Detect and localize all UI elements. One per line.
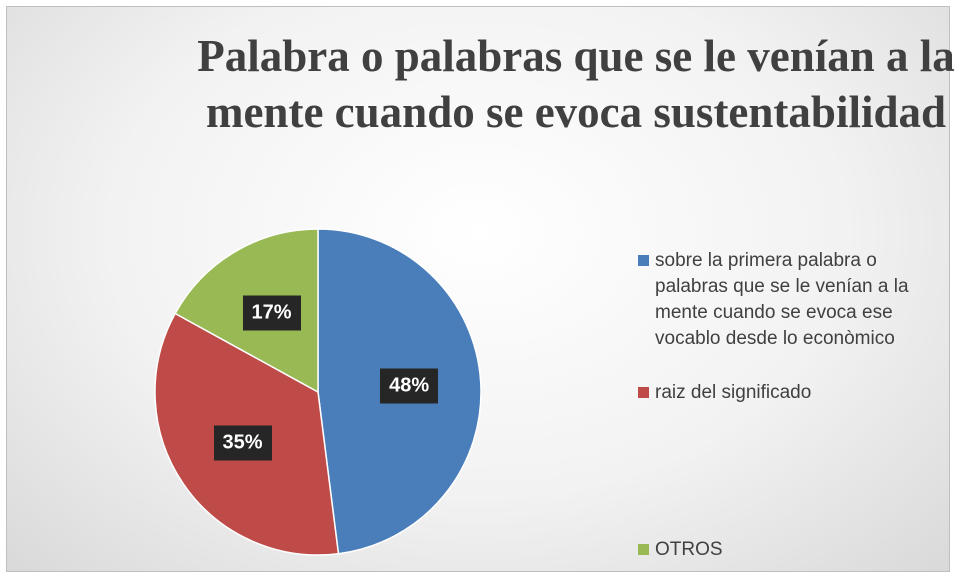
- legend-label: OTROS: [655, 539, 723, 560]
- legend-swatch: [638, 544, 649, 555]
- data-label: 17%: [242, 295, 301, 331]
- data-label: 48%: [380, 368, 439, 404]
- legend-label: sobre la primera palabra o palabras que …: [655, 250, 909, 349]
- legend-swatch: [638, 387, 649, 398]
- legend-item: OTROS: [638, 537, 938, 563]
- legend-label: raiz del significado: [655, 382, 812, 403]
- legend-item: sobre la primera palabra o palabras que …: [638, 248, 938, 352]
- legend-swatch: [638, 255, 649, 266]
- chart-title: Palabra o palabras que se le venían a la…: [197, 31, 955, 137]
- data-label: 35%: [213, 425, 272, 461]
- legend-item: raiz del significado: [638, 380, 938, 406]
- chart-area: [6, 6, 950, 572]
